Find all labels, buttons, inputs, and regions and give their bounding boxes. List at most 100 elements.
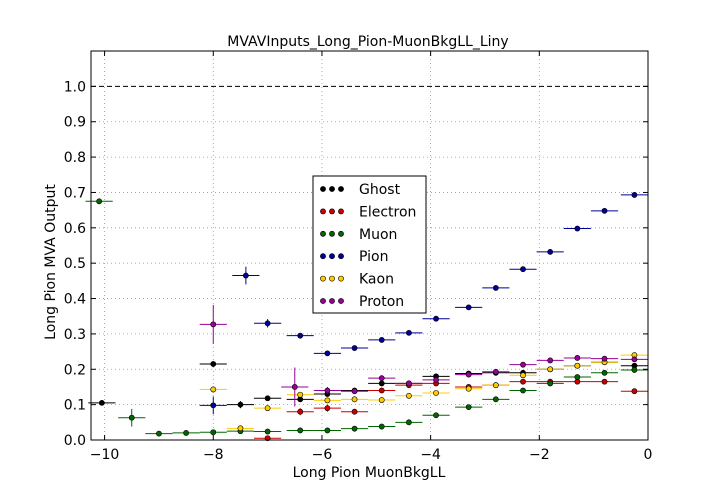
data-point [297, 427, 304, 434]
data-point [351, 345, 358, 351]
x-axis-label: Long Pion MuonBkgLL [293, 465, 446, 481]
legend-marker [338, 186, 344, 192]
data-point [465, 371, 472, 378]
legend-marker [320, 298, 326, 304]
y-tick-label: 0.4 [64, 292, 86, 308]
y-tick-label: 0.2 [64, 362, 86, 378]
legend-marker [338, 230, 344, 237]
legend-label: Proton [359, 294, 404, 310]
plot-area-frame [90, 50, 649, 441]
data-point [351, 396, 358, 403]
x-tick-label: −8 [203, 447, 224, 463]
data-point [264, 428, 271, 435]
data-point [297, 391, 304, 398]
data-point [378, 380, 385, 387]
legend-marker [320, 275, 326, 282]
data-point [465, 404, 472, 411]
data-point [378, 337, 385, 343]
y-tick-label: 0.0 [64, 433, 86, 449]
data-point [631, 356, 638, 363]
data-point [547, 380, 554, 387]
legend-marker [338, 208, 344, 215]
data-point [324, 405, 331, 412]
data-point [351, 408, 358, 415]
y-tick-label: 0.6 [64, 221, 86, 237]
data-point [210, 361, 217, 367]
data-point [492, 285, 499, 291]
data-point [492, 382, 499, 389]
legend-label: Electron [359, 204, 416, 220]
legend-box [312, 175, 427, 314]
legend-marker [320, 230, 326, 237]
data-point [520, 361, 526, 368]
data-point [547, 357, 554, 364]
data-point [492, 368, 499, 375]
x-tick-label: −10 [90, 447, 120, 463]
y-tick-label: 0.5 [64, 256, 86, 272]
data-point [324, 427, 331, 434]
legend-marker [338, 298, 344, 304]
data-point [547, 366, 554, 373]
data-point [264, 395, 271, 402]
legend-marker [329, 298, 335, 304]
legend: Ghost Electron Muon Pion Kaon Proton [312, 175, 427, 314]
legend-label: Pion [359, 249, 388, 265]
data-point [547, 248, 554, 255]
data-point [378, 387, 385, 394]
data-point [631, 192, 638, 198]
data-point [210, 402, 217, 409]
legend-marker [338, 253, 344, 260]
x-tick-label: −2 [529, 447, 550, 463]
data-point [297, 408, 304, 415]
legend-marker [338, 275, 344, 282]
data-point [378, 375, 385, 382]
x-tick-label: −6 [312, 447, 333, 463]
legend-marker [320, 186, 326, 192]
data-point [378, 423, 385, 430]
data-point [465, 385, 472, 392]
data-point [405, 392, 412, 399]
x-tick-label: −4 [420, 447, 441, 463]
data-point [210, 386, 217, 393]
data-point [351, 388, 358, 395]
data-point [264, 320, 271, 327]
series-proton [199, 304, 648, 407]
data-point [242, 272, 249, 279]
data-point [520, 387, 526, 394]
data-point [433, 315, 439, 322]
data-point [433, 412, 439, 419]
data-point [351, 425, 358, 432]
data-point [324, 387, 331, 394]
data-point [156, 430, 162, 437]
data-point [601, 378, 608, 385]
data-point [324, 397, 331, 404]
series-kaon [199, 352, 648, 432]
data-point [465, 304, 472, 311]
data-point [433, 376, 439, 383]
y-tick-label: 1.0 [64, 79, 86, 95]
y-tick-label: 0.1 [64, 398, 86, 414]
legend-marker [329, 230, 335, 237]
data-point [574, 355, 581, 361]
data-point [601, 369, 608, 376]
data-point [601, 207, 608, 214]
series-pion [199, 192, 648, 415]
legend-marker [329, 208, 335, 215]
data-point [574, 374, 581, 380]
data-point [183, 430, 189, 436]
data-point [291, 384, 298, 390]
data-point [128, 414, 135, 421]
legend-marker [320, 208, 326, 215]
data-point [520, 266, 526, 273]
data-point [520, 372, 526, 379]
y-tick-label: 0.9 [64, 115, 86, 131]
y-axis-label: Long Pion MVA Output [43, 184, 59, 340]
data-point [210, 429, 217, 436]
data-point [433, 390, 439, 396]
data-point [520, 378, 526, 385]
data-point [574, 362, 581, 369]
data-point [264, 405, 271, 412]
data-point [492, 396, 499, 403]
data-point [405, 419, 412, 426]
